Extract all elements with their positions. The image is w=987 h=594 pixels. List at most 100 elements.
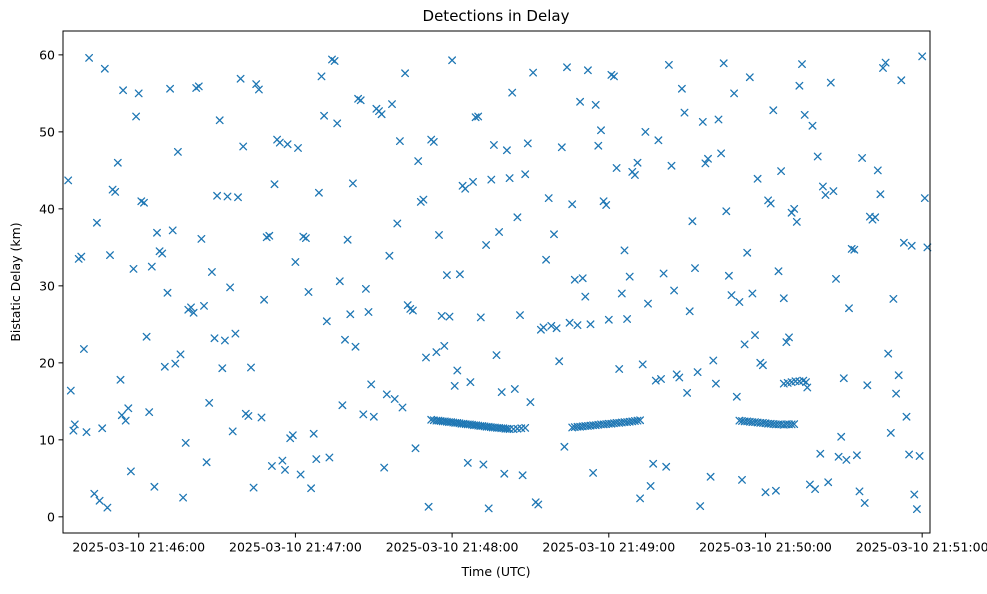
scatter-marker-x bbox=[411, 444, 420, 453]
scatter-marker-x bbox=[641, 127, 650, 136]
scatter-marker-x bbox=[442, 271, 451, 280]
scatter-marker-x bbox=[377, 110, 386, 119]
scatter-marker-x bbox=[860, 499, 869, 507]
axes-border bbox=[62, 30, 931, 534]
scatter-marker-x bbox=[808, 121, 817, 130]
scatter-marker-x bbox=[724, 271, 733, 280]
scatter-marker-x bbox=[693, 368, 702, 377]
scatter-marker-x bbox=[735, 298, 744, 306]
scatter-marker-x bbox=[66, 386, 75, 395]
scatter-marker-x bbox=[644, 299, 652, 308]
x-tick-label: 2025-03-10 21:50:00 bbox=[699, 540, 832, 555]
scatter-marker-x bbox=[683, 388, 692, 397]
scatter-marker-x bbox=[79, 345, 88, 353]
scatter-marker-x bbox=[301, 234, 310, 243]
scatter-marker-x bbox=[873, 166, 882, 175]
scatter-marker-x bbox=[160, 362, 169, 371]
scatter-marker-x bbox=[623, 315, 632, 323]
scatter-marker-x bbox=[636, 494, 645, 503]
scatter-marker-x bbox=[568, 200, 577, 209]
scatter-marker-x bbox=[223, 192, 232, 201]
scatter-marker-x bbox=[748, 289, 757, 298]
scatter-marker-x bbox=[361, 284, 370, 293]
scatter-marker-x bbox=[782, 338, 791, 347]
scatter-marker-x bbox=[717, 149, 726, 158]
scatter-marker-x bbox=[630, 171, 639, 179]
scatter-marker-x bbox=[194, 82, 203, 91]
scatter-marker-x bbox=[291, 258, 300, 266]
scatter-marker-x bbox=[876, 190, 885, 199]
scatter-marker-x bbox=[207, 268, 216, 276]
scatter-marker-x bbox=[573, 321, 582, 330]
scatter-marker-x bbox=[790, 420, 799, 429]
scatter-marker-x bbox=[257, 413, 266, 422]
scatter-marker-x bbox=[902, 412, 911, 421]
scatter-marker-x bbox=[495, 228, 504, 236]
scatter-marker-x bbox=[516, 311, 524, 320]
scatter-marker-x bbox=[657, 375, 665, 383]
scatter-markers-group bbox=[64, 52, 932, 514]
scatter-marker-x bbox=[346, 310, 355, 319]
scatter-marker-x bbox=[612, 164, 621, 172]
chart-title: Detections in Delay bbox=[423, 7, 570, 25]
scatter-marker-x bbox=[479, 460, 488, 469]
scatter-marker-x bbox=[685, 307, 694, 316]
y-tick-label: 0 bbox=[47, 509, 55, 524]
scatter-marker-x bbox=[351, 342, 360, 351]
x-tick-label: 2025-03-10 21:49:00 bbox=[542, 540, 675, 555]
scatter-marker-x bbox=[811, 485, 820, 494]
scatter-marker-x bbox=[586, 320, 595, 329]
scatter-marker-x bbox=[77, 252, 86, 261]
scatter-marker-x bbox=[879, 64, 887, 72]
scatter-marker-x bbox=[664, 60, 673, 69]
scatter-marker-x bbox=[116, 375, 125, 384]
scatter-marker-x bbox=[450, 381, 459, 390]
scatter-marker-x bbox=[173, 147, 182, 156]
scatter-marker-x bbox=[850, 245, 859, 254]
scatter-marker-x bbox=[98, 424, 107, 433]
scatter-marker-x bbox=[915, 452, 924, 460]
scatter-marker-x bbox=[753, 174, 762, 183]
scatter-marker-x bbox=[90, 489, 99, 498]
scatter-marker-x bbox=[727, 291, 736, 300]
scatter-marker-x bbox=[704, 154, 712, 163]
scatter-marker-x bbox=[205, 398, 214, 407]
scatter-marker-x bbox=[771, 486, 780, 495]
scatter-marker-x bbox=[852, 451, 861, 460]
scatter-marker-x bbox=[802, 378, 810, 387]
scatter-marker-x bbox=[625, 272, 634, 281]
scatter-marker-x bbox=[502, 146, 511, 155]
scatter-marker-x bbox=[121, 416, 130, 425]
scatter-marker-x bbox=[106, 251, 114, 260]
scatter-marker-x bbox=[260, 295, 269, 304]
scatter-marker-x bbox=[474, 112, 483, 121]
scatter-marker-x bbox=[398, 403, 407, 412]
scatter-marker-x bbox=[894, 371, 903, 380]
scatter-marker-x bbox=[691, 264, 699, 273]
scatter-marker-x bbox=[889, 294, 898, 303]
scatter-marker-x bbox=[826, 78, 835, 87]
scatter-marker-x bbox=[395, 137, 404, 146]
scatter-marker-x bbox=[200, 301, 208, 310]
scatter-marker-x bbox=[111, 187, 120, 196]
scatter-marker-x bbox=[818, 182, 827, 191]
scatter-marker-x bbox=[858, 154, 867, 162]
scatter-marker-x bbox=[523, 139, 532, 148]
scatter-marker-x bbox=[317, 72, 326, 81]
scatter-marker-x bbox=[314, 188, 323, 197]
scatter-marker-x bbox=[918, 52, 927, 61]
scatter-marker-x bbox=[576, 97, 585, 106]
scatter-marker-x bbox=[834, 452, 843, 461]
scatter-marker-x bbox=[435, 231, 443, 239]
scatter-marker-x bbox=[487, 175, 496, 184]
scatter-marker-x bbox=[847, 244, 856, 253]
scatter-marker-x bbox=[602, 201, 611, 209]
scatter-marker-x bbox=[711, 379, 720, 388]
scatter-marker-x bbox=[476, 313, 485, 322]
scatter-marker-x bbox=[646, 482, 655, 490]
x-tick-label: 2025-03-10 21:48:00 bbox=[386, 540, 519, 555]
scatter-marker-x bbox=[696, 502, 705, 511]
scatter-marker-x bbox=[278, 456, 287, 465]
scatter-marker-x bbox=[103, 503, 112, 512]
scatter-marker-x bbox=[670, 286, 679, 295]
